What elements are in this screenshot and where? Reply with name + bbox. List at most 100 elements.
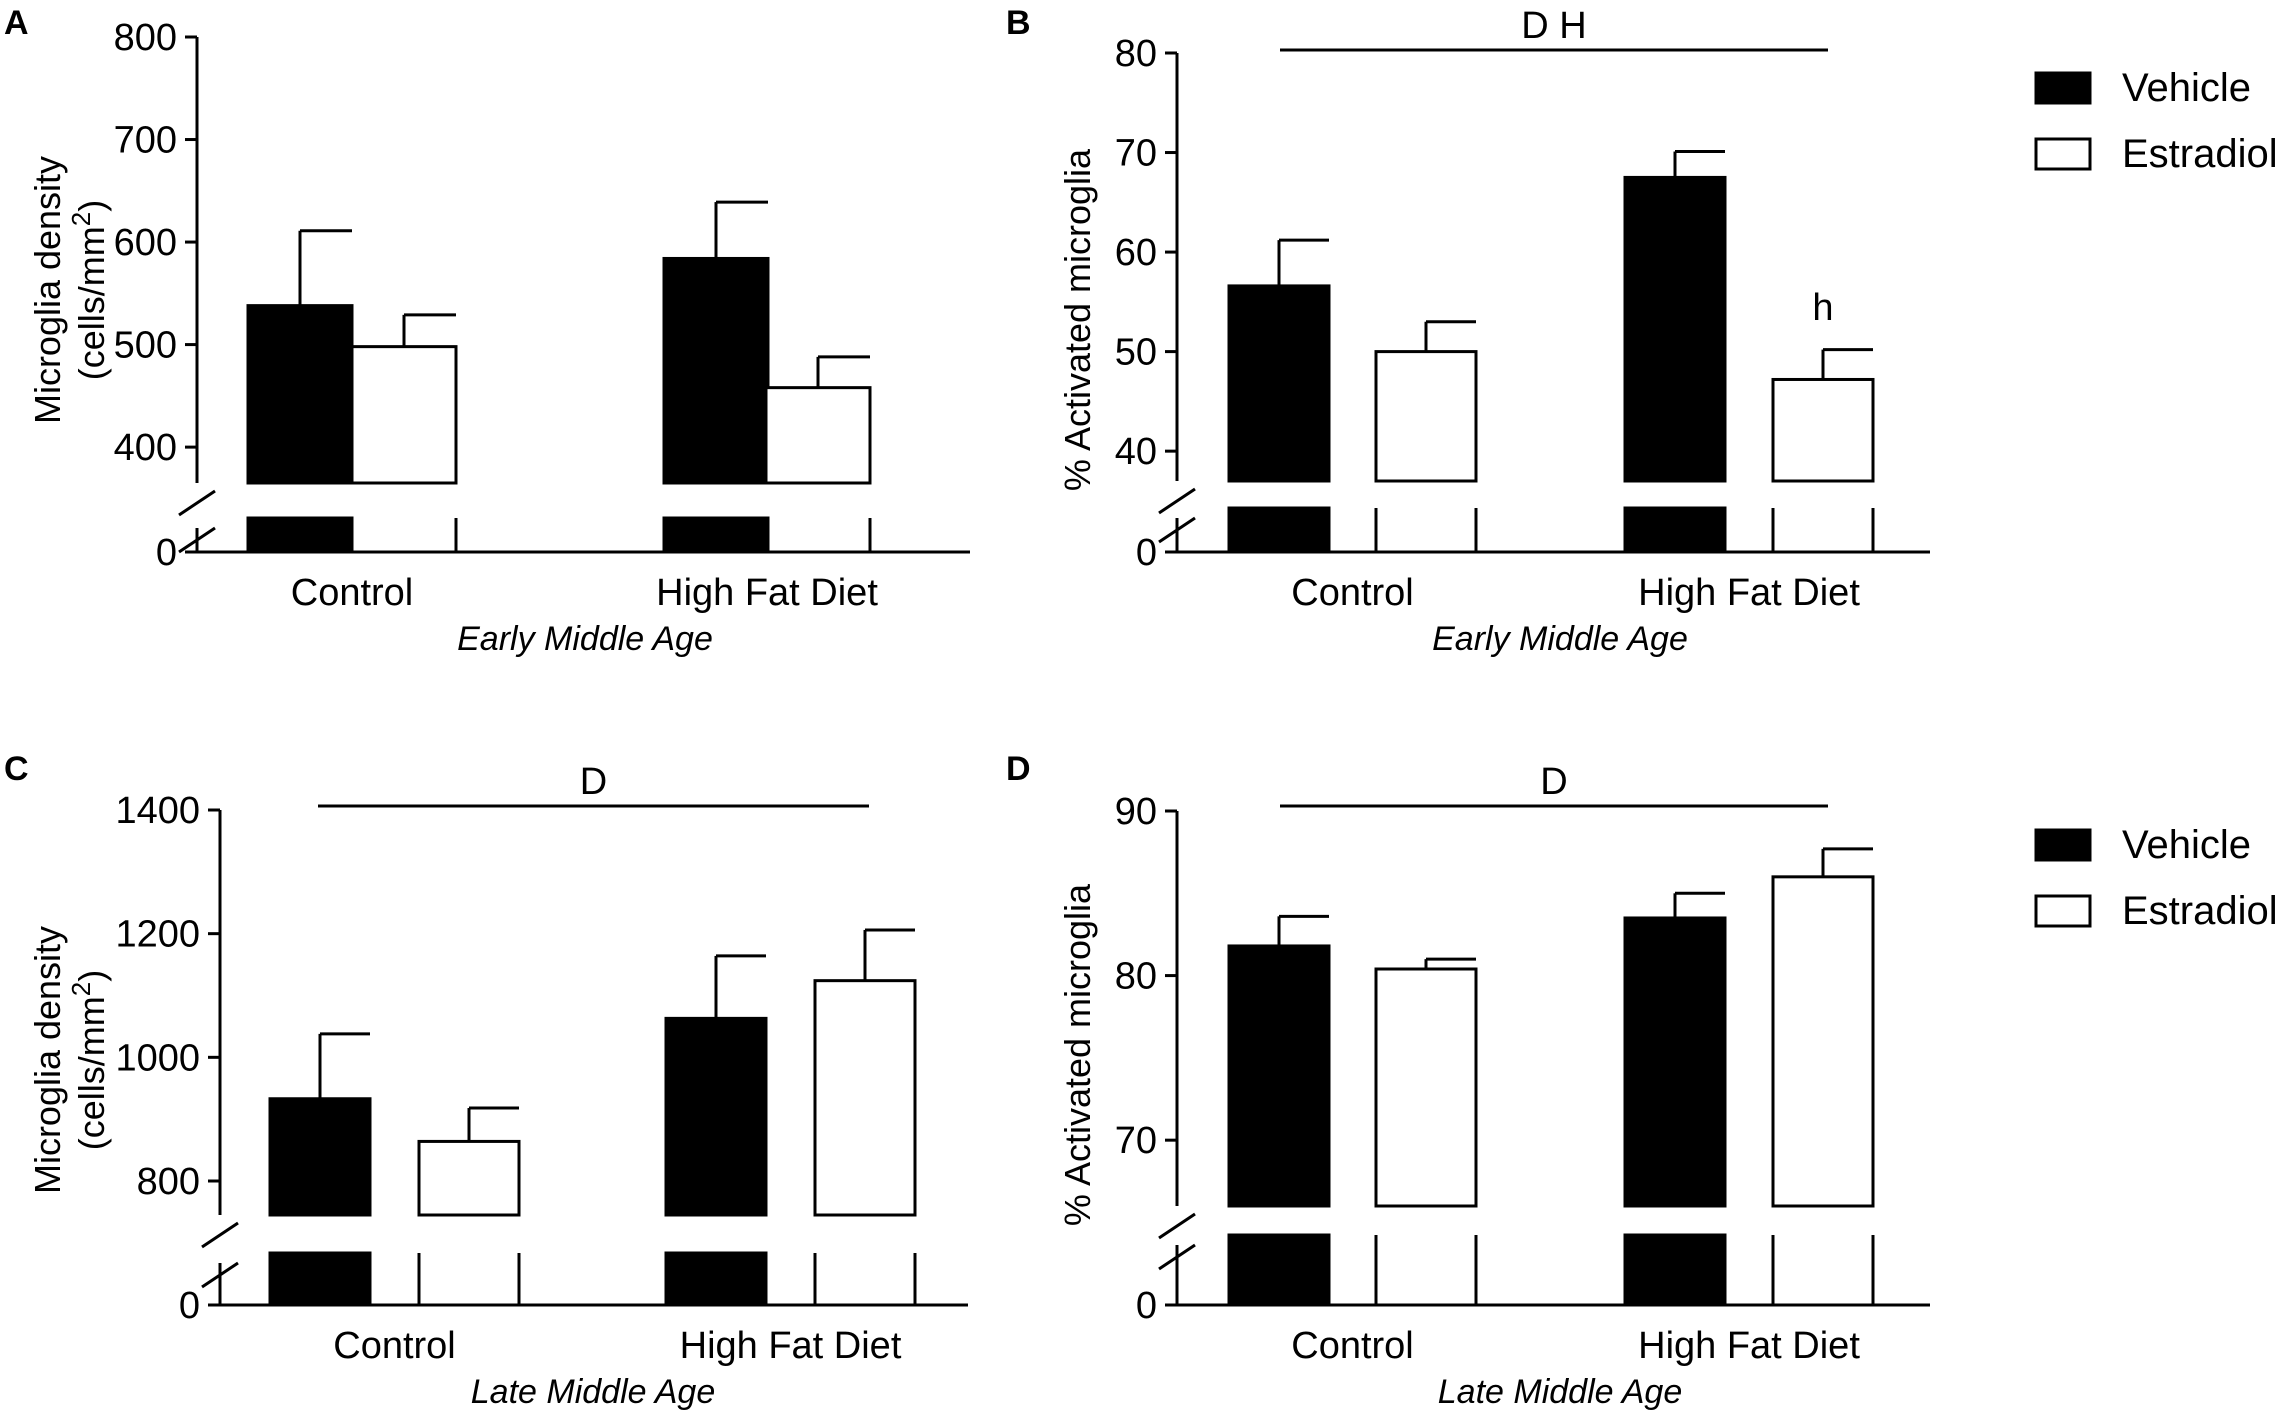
bar-vehicle-hfd-lower: [662, 516, 770, 554]
y-tick-label: 1000: [115, 1037, 200, 1079]
group-label: Late Middle Age: [1438, 1373, 1682, 1411]
y-tick-label: 70: [1115, 133, 1157, 175]
y-axis-label-line1: Microglia density: [27, 156, 68, 424]
y-axis-label-line2: (cells/mm: [71, 996, 112, 1150]
significance-label: D: [1540, 761, 1567, 803]
bar-estradiol-control: [350, 345, 458, 485]
y-axis-label: % Activated microglia: [1057, 883, 1098, 1226]
axis-break-mark: [201, 1221, 239, 1249]
panel-a: A 400 500 600 700 800 0 Control High Fat Diet Ear…: [4, 4, 970, 658]
bar-vehicle-control: [246, 304, 354, 485]
y-tick-label: 1400: [115, 790, 200, 832]
y-tick-label: 90: [1115, 791, 1157, 833]
y-axis-label-line2: (cells/mm: [71, 226, 112, 380]
legend-swatch: [2034, 137, 2092, 171]
bar-vehicle-control-lower: [268, 1251, 372, 1307]
legend-label: Vehicle: [2122, 823, 2251, 867]
legend-top: Vehicle Estradiol: [2034, 66, 2278, 176]
legend-label: Estradiol: [2122, 132, 2278, 176]
legend-label: Vehicle: [2122, 66, 2251, 110]
group-label: Early Middle Age: [1432, 620, 1688, 658]
axis-break-mark: [1158, 487, 1196, 515]
bar-vehicle-control: [1227, 284, 1331, 483]
y-axis-label: Microglia density(cells/mm2): [27, 926, 112, 1194]
category-label: Control: [1291, 572, 1414, 614]
y-tick-label: 800: [114, 17, 177, 59]
legend-label: Estradiol: [2122, 889, 2278, 933]
bar-vehicle-control: [268, 1097, 372, 1217]
bar-vehicle-control: [1227, 944, 1331, 1208]
y-axis-label-superscript: 2: [66, 982, 96, 996]
bar-estradiol-hfd: [1771, 377, 1875, 483]
bar-estradiol-control: [417, 1139, 521, 1217]
y-tick-label: 40: [1115, 431, 1157, 473]
legend-bottom: Vehicle Estradiol: [2034, 823, 2278, 933]
y-tick-label: 70: [1115, 1120, 1157, 1162]
axis-break-mark: [178, 489, 216, 517]
y-axis-label: Microglia density(cells/mm2): [27, 156, 112, 424]
axis-break-mark: [201, 1261, 239, 1289]
bar-vehicle-control-lower: [1227, 1233, 1331, 1307]
y-tick-label-zero: 0: [156, 532, 177, 574]
y-tick-label: 50: [1115, 332, 1157, 374]
category-label: High Fat Diet: [680, 1325, 902, 1367]
y-tick-label: 500: [114, 325, 177, 367]
panel-letter: A: [4, 4, 29, 42]
category-label: Control: [1291, 1325, 1414, 1367]
y-axis-label-close: ): [71, 200, 112, 212]
y-axis-label-line1: Microglia density: [27, 926, 68, 1194]
axis-break-mark: [178, 526, 216, 554]
y-tick-label-zero: 0: [1136, 532, 1157, 574]
category-label: High Fat Diet: [1638, 572, 1860, 614]
category-label: High Fat Diet: [1638, 1325, 1860, 1367]
y-tick-label-zero: 0: [179, 1285, 200, 1327]
panel-b: B 40 50 60 70 80 0 Control High Fat Diet Early Mi…: [1006, 4, 1930, 658]
y-axis-label-superscript: 2: [66, 212, 96, 226]
group-label: Late Middle Age: [471, 1373, 715, 1411]
category-label: High Fat Diet: [656, 572, 878, 614]
bar-vehicle-hfd-lower: [1623, 1233, 1727, 1307]
bar-estradiol-hfd: [813, 979, 917, 1217]
y-tick-label: 800: [137, 1161, 200, 1203]
legend-swatch: [2034, 71, 2092, 105]
y-tick-label: 80: [1115, 33, 1157, 75]
bar-vehicle-control-lower: [1227, 506, 1331, 554]
bar-annotation-label: h: [1812, 287, 1833, 329]
panel-letter: B: [1006, 4, 1031, 42]
bar-estradiol-hfd: [1771, 875, 1875, 1208]
y-axis-label-close: ): [71, 970, 112, 982]
axis-break-mark: [1158, 1243, 1196, 1271]
bar-vehicle-hfd: [664, 1016, 768, 1217]
significance-label: D H: [1521, 5, 1586, 47]
significance-label: D: [580, 761, 607, 803]
axis-break-mark: [1158, 1212, 1196, 1240]
bar-vehicle-hfd: [1623, 175, 1727, 483]
bar-vehicle-control-lower: [246, 516, 354, 554]
y-tick-label: 700: [114, 120, 177, 162]
panel-letter: C: [4, 750, 29, 788]
y-axis-label: % Activated microglia: [1057, 148, 1098, 491]
legend-swatch: [2034, 894, 2092, 928]
y-tick-label: 1200: [115, 914, 200, 956]
category-label: Control: [333, 1325, 456, 1367]
bar-estradiol-control: [1374, 967, 1478, 1208]
panel-letter: D: [1006, 750, 1031, 788]
group-label: Early Middle Age: [457, 620, 713, 658]
legend-swatch: [2034, 828, 2092, 862]
y-tick-label-zero: 0: [1136, 1285, 1157, 1327]
bar-vehicle-hfd-lower: [664, 1251, 768, 1307]
y-tick-label: 80: [1115, 956, 1157, 998]
panel-c: C 800 1000 1200 1400 0 Control High Fat Diet Lat…: [4, 750, 968, 1411]
bar-vehicle-hfd-lower: [1623, 506, 1727, 554]
y-tick-label: 60: [1115, 232, 1157, 274]
y-tick-label: 400: [114, 427, 177, 469]
bar-estradiol-hfd: [764, 386, 872, 485]
bar-estradiol-control: [1374, 350, 1478, 483]
panel-d: D 70 80 90 0 Control High Fat Diet Late Middle …: [1006, 750, 1930, 1411]
category-label: Control: [291, 572, 414, 614]
bar-vehicle-hfd: [662, 256, 770, 485]
y-tick-label: 600: [114, 222, 177, 264]
bar-vehicle-hfd: [1623, 916, 1727, 1208]
axis-break-mark: [1158, 516, 1196, 544]
